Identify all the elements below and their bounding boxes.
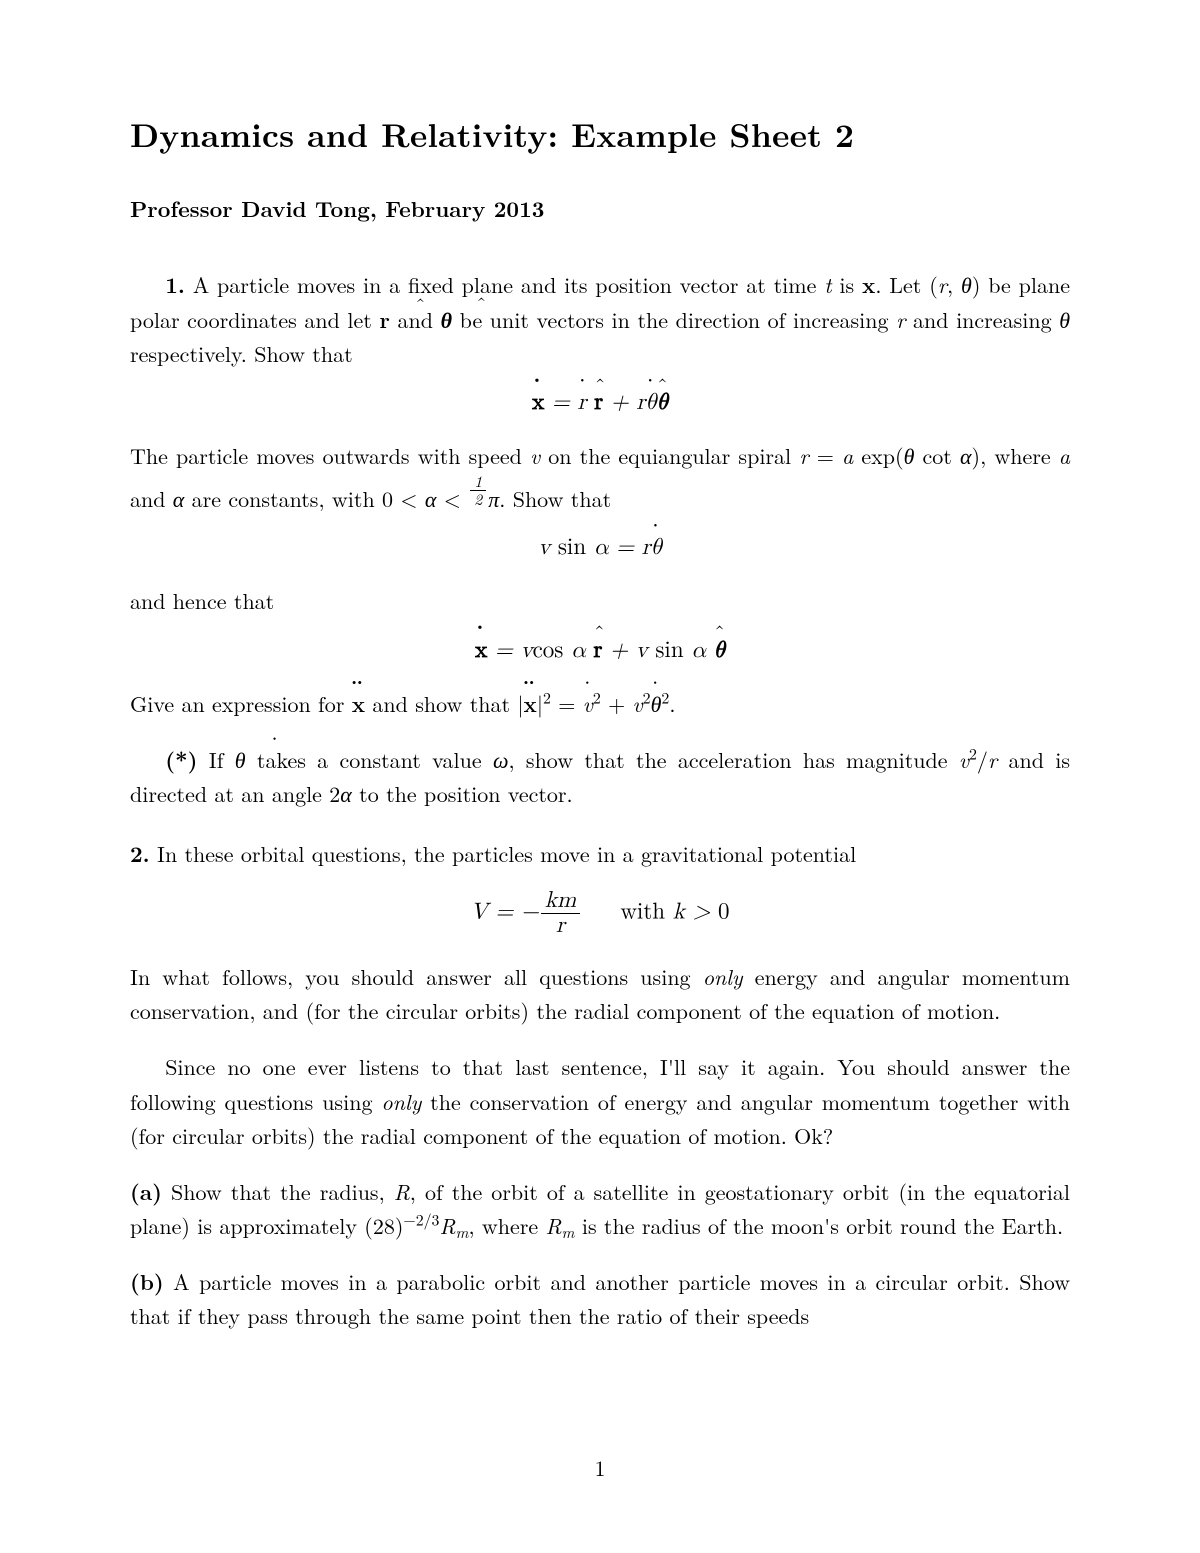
text: , where <box>468 1210 545 1241</box>
text: on the equiangular spiral <box>540 440 799 471</box>
text: . <box>669 688 675 719</box>
document-title: Dynamics and Relativity: Example Sheet 2 <box>130 110 1070 157</box>
q2-para-1: 2. In these orbital questions, the parti… <box>130 837 1070 871</box>
text: takes a constant value <box>246 744 493 775</box>
text: and show that <box>365 688 517 719</box>
q1-para-5: (*) If θ takes a constant value ω, show … <box>130 743 1070 811</box>
page-number: 1 <box>0 1452 1200 1483</box>
text: Give an expression for <box>130 688 352 719</box>
text: are constants, with <box>184 483 382 514</box>
q1-para-2: The particle moves outwards with speed v… <box>130 439 1070 516</box>
text: with <box>620 901 672 924</box>
q2-para-2: In what follows, you should answer all q… <box>130 960 1070 1028</box>
q1-star-label: (*) <box>165 744 197 775</box>
q2-equation-1: V = −kmr with k > 0 <box>130 889 1070 938</box>
q2-a-label: (a) <box>130 1176 162 1207</box>
text: . Show that <box>499 483 611 514</box>
text: is <box>832 269 862 300</box>
text: The particle moves outwards with speed <box>130 440 530 471</box>
text: to the position vector. <box>352 778 573 809</box>
text: only <box>703 961 743 992</box>
q2-part-a: (a) Show that the radius, R, of the orbi… <box>130 1175 1070 1243</box>
text: be unit vectors in the direction of incr… <box>452 304 896 335</box>
q2-label: 2. <box>130 838 150 869</box>
text: is the radius of the moon's orbit round … <box>575 1210 1064 1241</box>
text: and <box>130 483 173 514</box>
text: only <box>381 1086 421 1117</box>
q1-para-4: Give an expression for x and show that |… <box>130 687 1070 721</box>
q2-part-b: (b) A particle moves in a parabolic orbi… <box>130 1265 1070 1333</box>
text: respectively. Show that <box>130 338 353 369</box>
q1-para-3: and hence that <box>130 584 1070 618</box>
text: , where <box>980 440 1059 471</box>
text: In these orbital questions, the particle… <box>157 838 856 869</box>
text: A particle moves in a fixed plane and it… <box>193 269 825 300</box>
q1-equation-1: x = r r + rθθ <box>130 389 1070 417</box>
document-author: Professor David Tong, February 2013 <box>130 193 1070 224</box>
q1-para-1: 1. A particle moves in a fixed plane and… <box>130 268 1070 371</box>
text: In what follows, you should answer all q… <box>130 961 703 992</box>
q1-label: 1. <box>165 269 185 300</box>
text: , show that the acceleration has magnitu… <box>509 744 959 775</box>
text: A particle moves in a parabolic orbit an… <box>130 1266 1070 1331</box>
text: Show that the radius, <box>162 1176 394 1207</box>
q1-equation-2: v sin α = rθ <box>130 534 1070 562</box>
q2-b-label: (b) <box>130 1266 164 1297</box>
page: Dynamics and Relativity: Example Sheet 2… <box>0 0 1200 1553</box>
text: . Let <box>875 269 929 300</box>
q1-equation-3: x = vcos α r + v sin α θ <box>130 637 1070 665</box>
text: and increasing <box>905 304 1059 335</box>
q2-para-3: Since no one ever listens to that last s… <box>130 1050 1070 1152</box>
text: If <box>198 744 235 775</box>
